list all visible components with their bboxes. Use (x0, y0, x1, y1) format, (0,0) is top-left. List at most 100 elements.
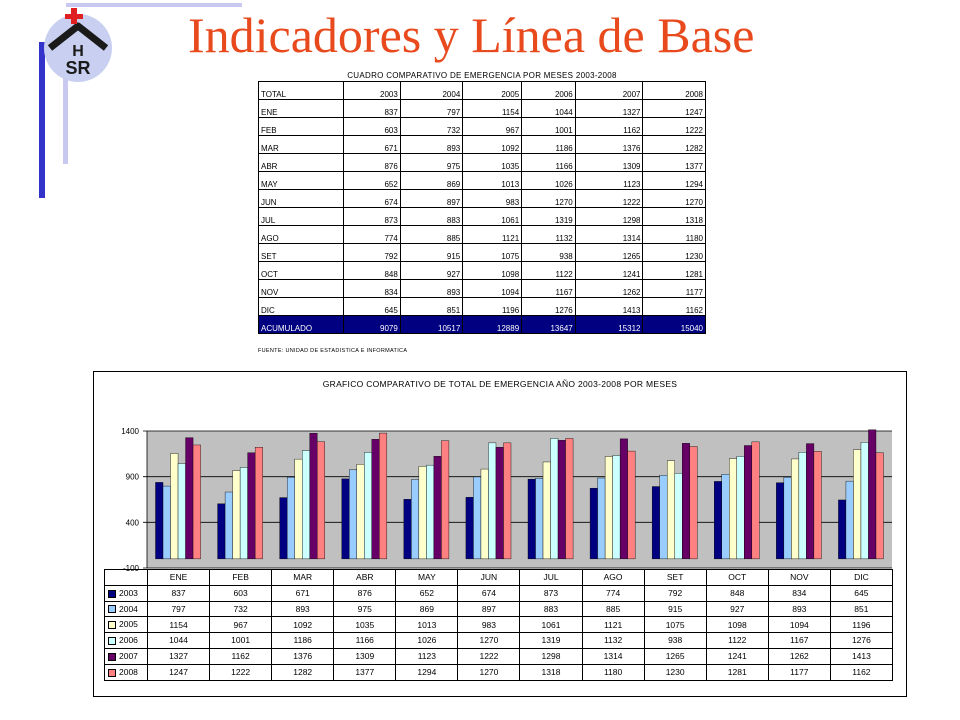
data-label: 1162 (829, 663, 893, 681)
table-value-cell: 1121 (462, 225, 523, 244)
bar-2005-dic (853, 449, 862, 560)
table-row: DIC 645 851 1196 1276 1413 1162 (257, 297, 706, 316)
data-label: 1222 (209, 663, 273, 681)
table-value-cell: 1281 (642, 261, 706, 280)
data-label: 915 (643, 600, 707, 618)
table-value-cell: 1132 (521, 225, 576, 244)
legend-swatch (108, 652, 116, 661)
bar-2006-ene (177, 463, 186, 560)
table-value-cell: 893 (399, 135, 464, 154)
table-value-cell: 1092 (462, 135, 523, 154)
table-value-cell: 1282 (642, 135, 706, 154)
data-label: 1222 (457, 647, 521, 665)
data-label: 1044 (146, 632, 211, 649)
data-label: 1294 (395, 663, 459, 681)
chart-frame: GRAFICO COMPARATIVO DE TOTAL DE EMERGENC… (93, 371, 907, 697)
bar-2007-set (682, 443, 690, 560)
table-value-cell: 1061 (462, 207, 523, 226)
x-category-label: JUN (457, 569, 521, 586)
bar-2004-feb (224, 491, 233, 560)
bar-2006-nov (798, 452, 807, 560)
data-label: 1318 (519, 663, 583, 681)
data-label: 1123 (395, 647, 459, 665)
bar-2006-set (674, 472, 683, 560)
data-label: 1270 (457, 663, 521, 681)
data-label: 1377 (333, 663, 397, 681)
bar-2003-set (651, 486, 660, 560)
table-value-cell: 1319 (521, 207, 576, 226)
table-value-cell: 1075 (462, 243, 523, 262)
bar-2004-may (411, 479, 420, 560)
bar-2003-mar (279, 497, 288, 560)
table-value-cell: 652 (343, 171, 401, 190)
legend-swatch (108, 605, 116, 614)
y-tick-label: 400 (126, 518, 140, 527)
bar-2004-abr (349, 469, 357, 560)
table-value-cell: 1265 (574, 243, 644, 262)
slide-title: Indicadores y Línea de Base (188, 7, 755, 63)
data-label: 885 (581, 600, 645, 618)
bar-2003-nov (776, 482, 785, 560)
table-year-header: 2003 (343, 81, 401, 100)
bar-2005-jul (542, 461, 551, 560)
table-value-cell: 1123 (574, 171, 644, 190)
table-value-cell: 915 (399, 243, 464, 262)
bar-2003-may (403, 499, 412, 560)
table-total-row: ACUMULADO 9079 10517 12889 13647 15312 15040 (257, 315, 706, 334)
x-category-label: JUL (519, 569, 583, 586)
table-value-cell: 671 (343, 135, 401, 154)
y-tick-label: 1400 (121, 427, 139, 436)
bar-2007-dic (868, 429, 877, 560)
table-total-cell: 10517 (399, 315, 464, 334)
comparison-table: TOTAL 2003 2004 2005 2006 2007 2008 ENE 837 797 11… (257, 81, 706, 334)
data-table-row: 2003 837 603 671 876 652 674 873 774 792 848 834 645 (104, 584, 893, 602)
data-label: 975 (333, 600, 397, 618)
data-label: 1262 (767, 647, 831, 665)
table-value-cell: 1186 (521, 135, 576, 154)
table-month-cell: OCT (257, 261, 345, 280)
bar-2005-abr (356, 464, 365, 560)
bar-2006-may (426, 464, 435, 560)
table-value-cell: 834 (343, 279, 401, 298)
bar-2005-ene (170, 453, 179, 560)
table-value-cell: 1122 (521, 261, 576, 280)
data-label: 1122 (705, 632, 769, 649)
table-total-cell: 15312 (574, 315, 644, 334)
data-label: 1098 (705, 616, 769, 634)
bar-2005-nov (791, 458, 800, 560)
bar-2005-oct (729, 458, 737, 560)
x-category-label: ENE (146, 569, 211, 586)
table-value-cell: 1154 (462, 99, 523, 118)
bar-2004-jul (535, 478, 544, 560)
table-header-row: TOTAL 2003 2004 2005 2006 2007 2008 (257, 81, 706, 100)
bar-2008-may (441, 440, 450, 560)
table-year-header: 2008 (642, 81, 706, 100)
table-value-cell: 645 (343, 297, 401, 316)
logo-text-h: H (72, 43, 84, 60)
bar-2008-mar (317, 441, 325, 560)
data-label: 1035 (333, 616, 397, 634)
table-month-cell: AGO (257, 225, 345, 244)
data-table-header-row: ENE FEB MAR ABR MAY JUN JUL AGO SET OCT NOV DIC (104, 569, 893, 586)
table-value-cell: 975 (399, 153, 464, 172)
legend-label: 2007 (119, 651, 138, 661)
legend-entry: 2006 (104, 632, 148, 649)
legend-entry: 2007 (104, 647, 148, 665)
table-value-cell: 1276 (521, 297, 576, 316)
bar-2008-dic (875, 452, 884, 560)
bar-2007-nov (806, 443, 815, 560)
data-label: 897 (457, 600, 521, 618)
table-value-cell: 1222 (574, 189, 644, 208)
decorative-bar-left (63, 78, 68, 164)
table-total-cell: 12889 (462, 315, 523, 334)
legend-swatch (108, 589, 116, 598)
bar-2008-ene (192, 444, 201, 560)
table-value-cell: 1094 (462, 279, 523, 298)
data-table-corner (104, 569, 148, 586)
table-value-cell: 1270 (642, 189, 706, 208)
bar-2005-ago (604, 456, 613, 560)
table-month-cell: ENE (257, 99, 345, 118)
data-label: 1166 (333, 632, 397, 649)
table-value-cell: 1035 (462, 153, 523, 172)
data-label: 1247 (146, 663, 211, 681)
